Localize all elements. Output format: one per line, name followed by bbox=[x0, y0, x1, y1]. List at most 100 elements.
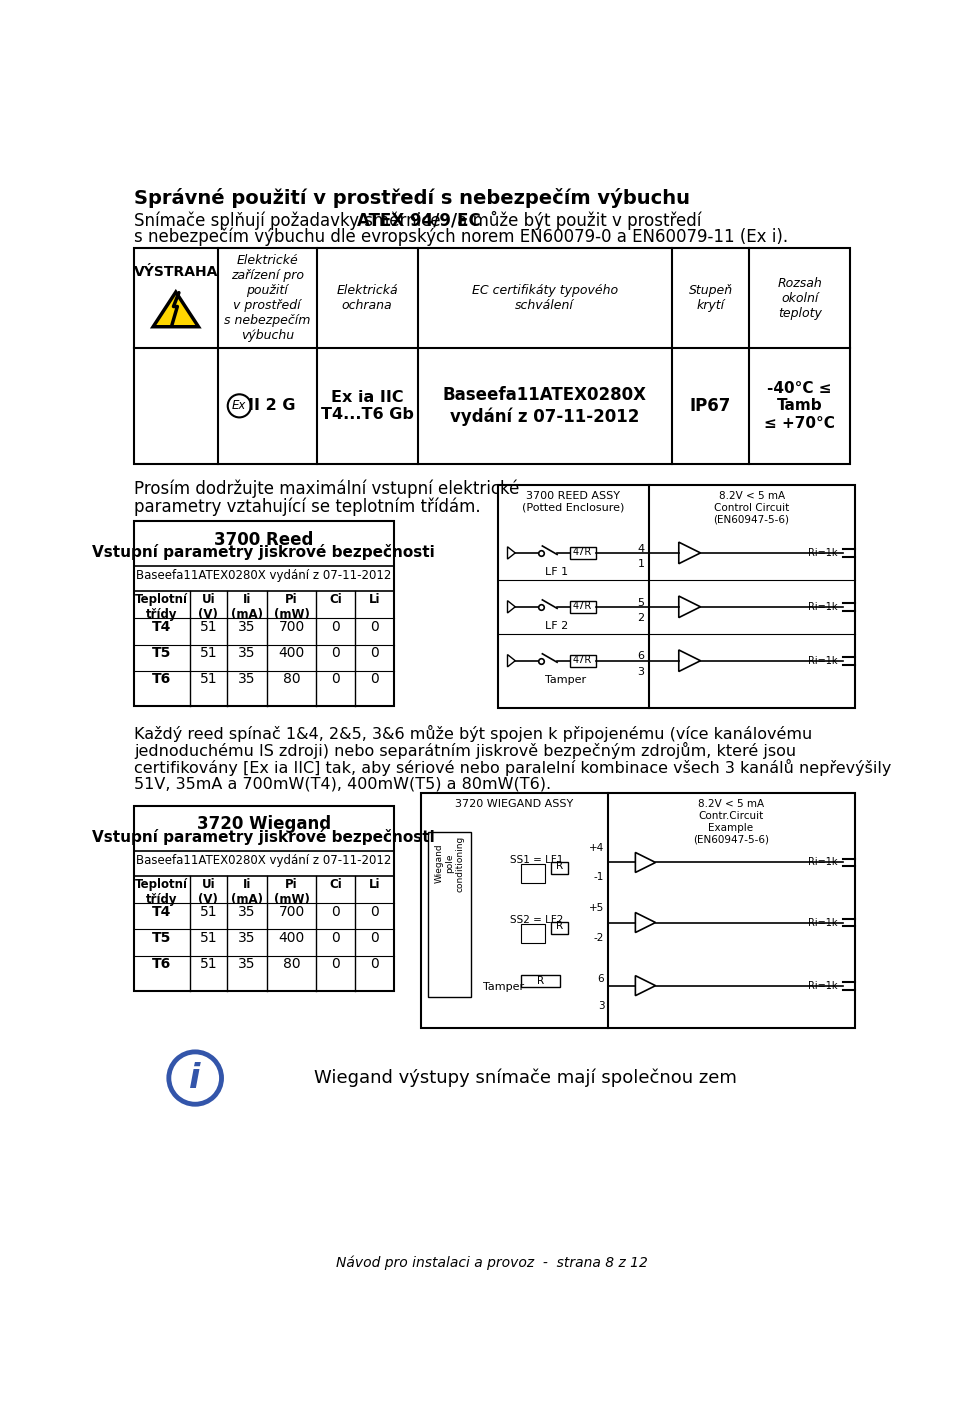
Text: Tamper: Tamper bbox=[544, 674, 586, 684]
Polygon shape bbox=[508, 654, 516, 667]
Text: Pi
(mW): Pi (mW) bbox=[274, 593, 309, 621]
Text: LF 1: LF 1 bbox=[544, 567, 567, 577]
Text: Ri=1k: Ri=1k bbox=[808, 656, 838, 665]
Text: Ci: Ci bbox=[329, 593, 342, 606]
Polygon shape bbox=[508, 601, 516, 613]
Text: 47R: 47R bbox=[573, 654, 592, 664]
Text: ATEX 94/9/EC: ATEX 94/9/EC bbox=[357, 211, 481, 229]
Text: 0: 0 bbox=[370, 673, 378, 687]
Text: 51V, 35mA a 700mW(T4), 400mW(T5) a 80mW(T6).: 51V, 35mA a 700mW(T4), 400mW(T5) a 80mW(… bbox=[134, 777, 551, 791]
Text: 51: 51 bbox=[200, 931, 217, 945]
Text: Wiegand výstupy snímače mají společnou zem: Wiegand výstupy snímače mají společnou z… bbox=[314, 1069, 736, 1087]
Text: 5: 5 bbox=[637, 597, 645, 607]
Text: Ci: Ci bbox=[329, 878, 342, 891]
Text: certifikovány [Ex ia IIC] tak, aby sériové nebo paralelní kombinace všech 3 kaná: certifikovány [Ex ia IIC] tak, aby sério… bbox=[134, 760, 891, 777]
Text: 35: 35 bbox=[238, 673, 256, 687]
Text: Teplotní
třídy: Teplotní třídy bbox=[135, 878, 188, 906]
Text: Ii
(mA): Ii (mA) bbox=[231, 593, 263, 621]
Text: 1: 1 bbox=[637, 559, 645, 569]
Bar bbox=[134, 522, 394, 707]
Text: 2: 2 bbox=[637, 613, 645, 623]
Text: Vstupní parametry jiskrové bezpečnosti: Vstupní parametry jiskrové bezpečnosti bbox=[92, 544, 435, 560]
Text: Ii
(mA): Ii (mA) bbox=[231, 878, 263, 906]
Text: T6: T6 bbox=[153, 958, 172, 972]
Text: Ui
(V): Ui (V) bbox=[199, 593, 218, 621]
Text: Rozsah
okolní
teploty: Rozsah okolní teploty bbox=[778, 276, 822, 319]
Text: 35: 35 bbox=[238, 646, 256, 660]
Bar bbox=[134, 248, 850, 463]
Text: 51: 51 bbox=[200, 958, 217, 972]
Bar bbox=[569, 601, 596, 613]
Text: 8.2V < 5 mA
Control Circuit
(EN60947-5-6): 8.2V < 5 mA Control Circuit (EN60947-5-6… bbox=[713, 492, 790, 524]
Text: SS1 = LF1: SS1 = LF1 bbox=[511, 855, 564, 865]
Text: -2: -2 bbox=[594, 932, 605, 942]
Text: Snímače splňují požadavky směrnice: Snímače splňují požadavky směrnice bbox=[134, 211, 445, 229]
Text: Tamper: Tamper bbox=[483, 982, 524, 992]
Polygon shape bbox=[679, 542, 701, 564]
Text: T5: T5 bbox=[153, 931, 172, 945]
Text: 0: 0 bbox=[370, 905, 378, 919]
Text: Prosím dodržujte maximální vstupní elektrické: Prosím dodržujte maximální vstupní elekt… bbox=[134, 479, 519, 497]
Text: Ri=1k: Ri=1k bbox=[808, 918, 838, 928]
Polygon shape bbox=[636, 912, 656, 932]
Text: R: R bbox=[556, 861, 563, 871]
Text: Ex ia IIC
T4...T6 Gb: Ex ia IIC T4...T6 Gb bbox=[321, 389, 414, 422]
Text: Baseefa11ATEX0280X vydání z 07-11-2012: Baseefa11ATEX0280X vydání z 07-11-2012 bbox=[136, 569, 392, 581]
Text: Správné použití v prostředí s nebezpečím výbuchu: Správné použití v prostředí s nebezpečím… bbox=[134, 188, 690, 208]
Text: Každý reed spínač 1&4, 2&5, 3&6 může být spojen k připojenému (více kanálovému: Každý reed spínač 1&4, 2&5, 3&6 může být… bbox=[134, 725, 812, 742]
Bar bbox=[521, 923, 544, 943]
Polygon shape bbox=[154, 292, 199, 326]
Text: 700: 700 bbox=[278, 905, 304, 919]
Text: 35: 35 bbox=[238, 620, 256, 634]
Text: 8.2V < 5 mA
Contr.Circuit
Example
(EN60947-5-6): 8.2V < 5 mA Contr.Circuit Example (EN609… bbox=[693, 799, 769, 844]
Bar bbox=[521, 864, 544, 884]
Text: 3720 Wiegand: 3720 Wiegand bbox=[197, 815, 331, 834]
Text: 0: 0 bbox=[331, 958, 340, 972]
Text: jednoduchému IS zdroji) nebo separátním jiskrově bezpečným zdrojům, které jsou: jednoduchému IS zdroji) nebo separátním … bbox=[134, 742, 796, 760]
Text: Elektrická
ochrana: Elektrická ochrana bbox=[336, 284, 398, 312]
Text: 3700 Reed: 3700 Reed bbox=[214, 530, 314, 549]
Text: EC certifikáty typového
schválení: EC certifikáty typového schválení bbox=[471, 284, 618, 312]
Text: 0: 0 bbox=[370, 958, 378, 972]
Text: T4: T4 bbox=[153, 620, 172, 634]
Text: 47R: 47R bbox=[573, 601, 592, 611]
Polygon shape bbox=[679, 650, 701, 671]
Polygon shape bbox=[636, 976, 656, 996]
Bar bbox=[498, 485, 854, 708]
Text: 0: 0 bbox=[331, 620, 340, 634]
Text: -40°C ≤
Tamb
≤ +70°C: -40°C ≤ Tamb ≤ +70°C bbox=[764, 380, 835, 430]
Polygon shape bbox=[508, 547, 516, 559]
Text: 400: 400 bbox=[278, 931, 304, 945]
Text: 0: 0 bbox=[331, 673, 340, 687]
Text: 35: 35 bbox=[238, 905, 256, 919]
Bar bbox=[428, 832, 471, 997]
Text: 0: 0 bbox=[370, 931, 378, 945]
Text: 4: 4 bbox=[637, 544, 645, 554]
Text: 0: 0 bbox=[370, 646, 378, 660]
Text: 51: 51 bbox=[200, 905, 217, 919]
Text: Stupeň
krytí: Stupeň krytí bbox=[688, 284, 732, 312]
Text: s nebezpečím výbuchu dle evropských norem EN60079-0 a EN60079-11 (Ex i).: s nebezpečím výbuchu dle evropských nore… bbox=[134, 228, 788, 247]
Bar bbox=[420, 794, 854, 1027]
Text: parametry vztahující se teplotním třídám.: parametry vztahující se teplotním třídám… bbox=[134, 497, 481, 516]
Text: i: i bbox=[189, 1062, 201, 1094]
Text: Wiegand
pole
conditioning: Wiegand pole conditioning bbox=[435, 835, 465, 892]
Text: VÝSTRAHA: VÝSTRAHA bbox=[133, 265, 218, 279]
Text: Baseefa11ATEX0280X vydání z 07-11-2012: Baseefa11ATEX0280X vydání z 07-11-2012 bbox=[136, 854, 392, 866]
Polygon shape bbox=[636, 852, 656, 872]
Text: Ri=1k: Ri=1k bbox=[808, 601, 838, 611]
Text: Teplotní
třídy: Teplotní třídy bbox=[135, 593, 188, 621]
Text: LF 2: LF 2 bbox=[544, 621, 568, 631]
Text: R: R bbox=[538, 976, 544, 986]
Text: Ex: Ex bbox=[232, 399, 247, 412]
Text: 80: 80 bbox=[283, 958, 300, 972]
Text: Baseefa11ATEX0280X
vydání z 07-11-2012: Baseefa11ATEX0280X vydání z 07-11-2012 bbox=[443, 386, 647, 426]
Text: +4: +4 bbox=[589, 844, 605, 854]
Text: 6: 6 bbox=[598, 975, 605, 985]
Text: Ri=1k: Ri=1k bbox=[808, 858, 838, 868]
Text: 35: 35 bbox=[238, 958, 256, 972]
Text: 0: 0 bbox=[331, 905, 340, 919]
Text: 0: 0 bbox=[331, 931, 340, 945]
Text: T4: T4 bbox=[153, 905, 172, 919]
Bar bbox=[551, 922, 568, 933]
